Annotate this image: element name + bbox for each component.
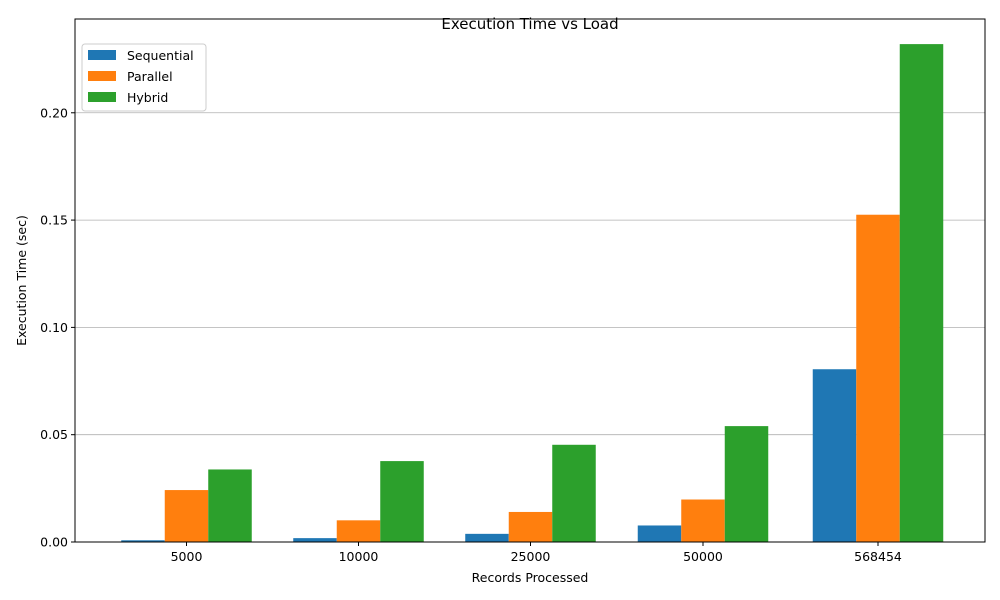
bar-hybrid-10000 xyxy=(380,461,424,542)
y-tick-label: 0.15 xyxy=(40,213,68,228)
bar-hybrid-568454 xyxy=(899,44,944,542)
bar-parallel-568454 xyxy=(856,214,900,543)
x-tick-label: 50000 xyxy=(683,549,723,564)
bar-hybrid-25000 xyxy=(552,444,596,542)
x-tick-label: 25000 xyxy=(511,549,551,564)
legend-label-parallel: Parallel xyxy=(127,69,173,84)
bar-parallel-5000 xyxy=(164,490,209,542)
y-tick-label: 0.10 xyxy=(40,320,68,335)
bars xyxy=(121,44,944,543)
chart-title: Execution Time vs Load xyxy=(441,15,618,33)
bar-parallel-25000 xyxy=(508,511,553,542)
y-tick-label: 0.20 xyxy=(40,105,68,120)
legend-label-hybrid: Hybrid xyxy=(127,90,168,105)
x-axis-label: Records Processed xyxy=(472,570,589,585)
bar-hybrid-5000 xyxy=(208,469,252,542)
bar-sequential-25000 xyxy=(465,533,509,542)
x-axis-ticks: 5000 10000 25000 50000 568454 xyxy=(171,542,902,564)
bar-parallel-10000 xyxy=(336,520,381,542)
y-axis-label: Execution Time (sec) xyxy=(14,215,29,346)
bar-sequential-568454 xyxy=(812,369,857,542)
bar-hybrid-50000 xyxy=(724,426,769,542)
legend: Sequential Parallel Hybrid xyxy=(81,43,207,112)
y-axis-ticks: 0.00 0.05 0.10 0.15 0.20 xyxy=(40,105,75,550)
legend-swatch-parallel xyxy=(88,71,116,81)
bar-sequential-50000 xyxy=(637,525,682,542)
x-tick-label: 10000 xyxy=(339,549,379,564)
bar-parallel-50000 xyxy=(681,499,725,542)
x-tick-label: 5000 xyxy=(171,549,203,564)
y-tick-label: 0.00 xyxy=(40,535,68,550)
legend-label-sequential: Sequential xyxy=(127,48,194,63)
bar-sequential-5000 xyxy=(121,540,165,542)
x-tick-label: 568454 xyxy=(854,549,902,564)
y-tick-label: 0.05 xyxy=(40,427,68,442)
legend-swatch-sequential xyxy=(88,50,116,60)
legend-swatch-hybrid xyxy=(88,92,116,102)
bar-sequential-10000 xyxy=(293,538,337,542)
